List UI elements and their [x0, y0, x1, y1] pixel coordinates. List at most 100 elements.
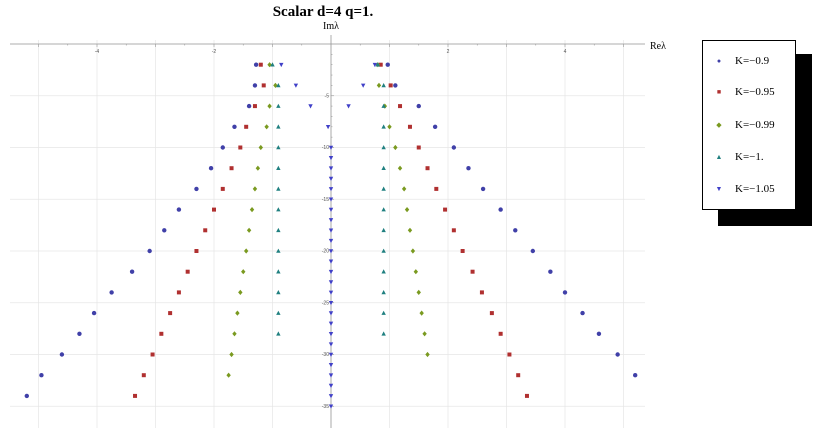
- data-point: [246, 103, 252, 109]
- data-point: [235, 310, 240, 316]
- data-point: [416, 145, 421, 150]
- data-point: [238, 289, 243, 295]
- data-point: [375, 62, 380, 67]
- legend-item-k-0.99: ◆ K=−0.99: [703, 117, 795, 133]
- data-point: [328, 383, 334, 388]
- data-point: [328, 176, 334, 181]
- data-point: [615, 352, 620, 357]
- legend-label: K=−0.95: [735, 86, 775, 98]
- data-point: [404, 207, 410, 213]
- data-point: [407, 124, 412, 129]
- data-point: [413, 269, 419, 275]
- data-point: [381, 248, 386, 253]
- x-axis-label: Reλ: [650, 41, 666, 52]
- data-point: [393, 83, 398, 88]
- data-point: [328, 280, 334, 285]
- data-point: [419, 310, 424, 316]
- data-point: [385, 62, 390, 67]
- data-point: [381, 227, 386, 233]
- data-point: [208, 166, 214, 171]
- data-point: [276, 227, 281, 233]
- legend-label: K=−0.9: [735, 55, 770, 67]
- data-point: [293, 83, 299, 88]
- data-point: [328, 352, 334, 357]
- data-point: [580, 310, 585, 316]
- data-point: [194, 249, 199, 253]
- data-point: [238, 145, 243, 150]
- y-axis-label: Imλ: [323, 21, 339, 32]
- data-point: [226, 372, 231, 378]
- legend-item-k-0.9: ● K=−0.9: [703, 53, 795, 69]
- data-point: [432, 124, 438, 129]
- data-point: [360, 83, 366, 88]
- data-point: [328, 404, 334, 409]
- data-point: [397, 165, 403, 171]
- data-point: [422, 331, 427, 337]
- data-point: [381, 207, 386, 212]
- chart-title: Scalar d=4 q=1.: [273, 4, 374, 20]
- series-triangle-down: [279, 62, 378, 409]
- data-points: [24, 62, 638, 409]
- data-point: [162, 228, 167, 233]
- data-point: [328, 311, 334, 316]
- data-point: [381, 290, 386, 295]
- data-point: [548, 269, 553, 274]
- data-point: [346, 104, 351, 109]
- data-point: [498, 331, 503, 336]
- data-point: [279, 62, 284, 68]
- diamond-marker-icon: ◆: [716, 121, 722, 129]
- data-point: [258, 144, 263, 151]
- data-point: [381, 331, 386, 336]
- data-point: [507, 352, 512, 357]
- data-point: [141, 373, 146, 378]
- data-point: [328, 269, 334, 275]
- data-point: [109, 290, 114, 295]
- data-point: [267, 103, 272, 109]
- data-point: [276, 207, 281, 212]
- data-point: [516, 373, 521, 378]
- data-point: [276, 310, 281, 315]
- data-point: [372, 62, 378, 68]
- legend-label: K=−1.05: [735, 183, 775, 195]
- data-point: [562, 290, 568, 295]
- data-point: [243, 248, 249, 254]
- data-point: [381, 83, 386, 88]
- data-point: [328, 207, 334, 212]
- data-point: [328, 228, 334, 233]
- data-point: [381, 165, 386, 170]
- data-point: [276, 165, 281, 170]
- data-point: [168, 311, 173, 316]
- y-tick-label: -20: [322, 249, 329, 255]
- data-point: [276, 83, 281, 88]
- scatter-plot: Scalar d=4 q=1. Imλ Reλ -4 -2 2 4 -5 -10 -15 -2…: [10, 4, 666, 428]
- data-point: [489, 311, 494, 316]
- legend-item-k-0.95: ■ K=−0.95: [703, 84, 795, 100]
- data-point: [129, 269, 135, 274]
- data-point: [387, 124, 392, 130]
- data-point: [328, 342, 334, 347]
- data-point: [232, 331, 237, 337]
- data-point: [381, 124, 386, 129]
- data-point: [451, 145, 457, 150]
- x-tick-label: -2: [212, 49, 217, 55]
- data-point: [401, 186, 407, 192]
- data-point: [253, 62, 259, 67]
- data-point: [425, 166, 430, 171]
- data-point: [328, 197, 334, 202]
- legend-item-k-1: ▲ K=−1.: [703, 149, 795, 165]
- data-point: [393, 144, 398, 151]
- data-point: [176, 290, 181, 295]
- data-point: [220, 186, 225, 191]
- data-point: [443, 207, 448, 212]
- data-point: [451, 228, 456, 233]
- data-point: [328, 187, 334, 192]
- y-tick-label: -30: [322, 352, 329, 358]
- data-point: [241, 269, 246, 275]
- data-point: [460, 249, 465, 253]
- data-point: [229, 351, 234, 358]
- y-tick-label: -15: [322, 197, 329, 203]
- y-tick-label: -5: [325, 93, 330, 99]
- square-marker-icon: ■: [716, 88, 722, 96]
- data-point: [264, 124, 269, 130]
- data-point: [308, 104, 313, 109]
